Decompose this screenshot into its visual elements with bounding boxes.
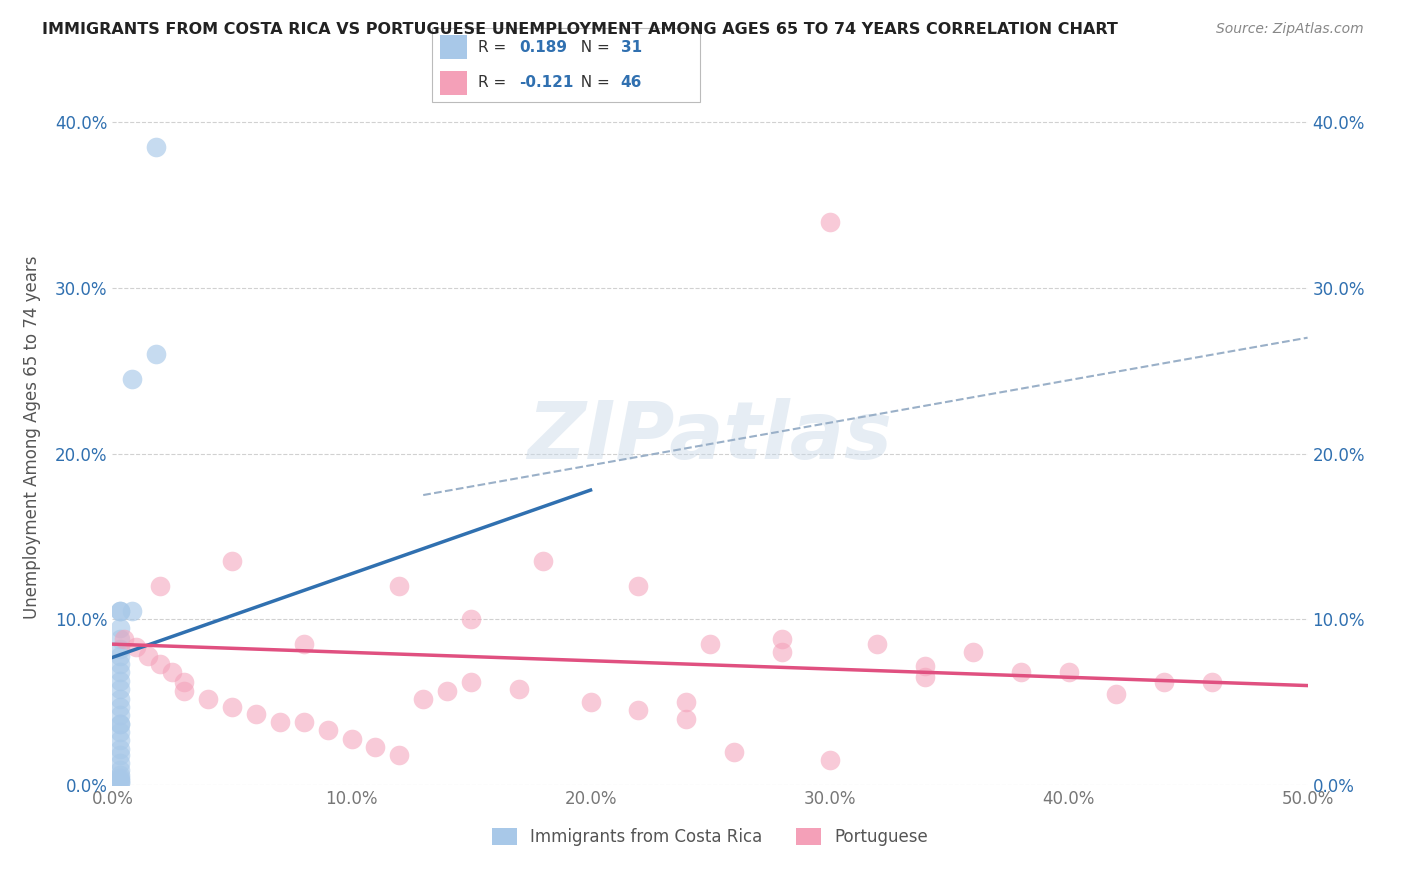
Point [627, 579, 650, 593]
Point [388, 579, 411, 593]
Point [221, 554, 243, 568]
FancyBboxPatch shape [432, 28, 700, 102]
Point [292, 714, 315, 729]
Point [962, 645, 984, 659]
Point [108, 716, 131, 731]
Point [388, 748, 411, 763]
Point [108, 774, 131, 789]
Text: R =: R = [478, 75, 512, 90]
Legend: Immigrants from Costa Rica, Portuguese: Immigrants from Costa Rica, Portuguese [485, 822, 935, 853]
Point [866, 637, 889, 651]
Point [508, 681, 530, 696]
Point [108, 768, 131, 782]
Point [108, 772, 131, 787]
Point [316, 723, 339, 738]
Text: 31: 31 [621, 40, 643, 54]
Point [108, 604, 131, 618]
Point [108, 681, 131, 696]
Text: N =: N = [571, 40, 614, 54]
Point [121, 604, 143, 618]
Point [108, 657, 131, 671]
Y-axis label: Unemployment Among Ages 65 to 74 years: Unemployment Among Ages 65 to 74 years [24, 255, 41, 619]
Point [675, 695, 697, 709]
Point [340, 731, 363, 746]
Point [162, 665, 183, 680]
Point [108, 756, 131, 771]
Text: R =: R = [478, 40, 512, 54]
Point [145, 140, 167, 154]
Point [1153, 675, 1175, 690]
Point [108, 725, 131, 739]
Point [125, 640, 148, 655]
Point [108, 776, 131, 790]
Text: N =: N = [571, 75, 614, 90]
Point [108, 716, 131, 731]
Point [108, 673, 131, 688]
Point [770, 645, 793, 659]
Point [173, 675, 195, 690]
Point [114, 632, 135, 647]
Point [108, 604, 131, 618]
Point [460, 675, 482, 690]
Point [412, 691, 434, 706]
Point [914, 658, 936, 673]
Point [914, 670, 936, 684]
Point [627, 703, 650, 717]
Point [145, 347, 167, 361]
Point [108, 621, 131, 635]
Point [1057, 665, 1080, 680]
Point [1105, 687, 1128, 701]
Point [292, 637, 315, 651]
Point [108, 772, 131, 786]
Point [108, 642, 131, 657]
Point [108, 741, 131, 756]
Text: 0.189: 0.189 [519, 40, 567, 54]
Point [531, 554, 554, 568]
Point [108, 748, 131, 763]
FancyBboxPatch shape [440, 35, 467, 60]
Point [245, 706, 267, 721]
Point [197, 691, 219, 706]
FancyBboxPatch shape [440, 70, 467, 95]
Point [818, 753, 841, 767]
Text: -0.121: -0.121 [519, 75, 574, 90]
Point [173, 683, 195, 698]
Text: Source: ZipAtlas.com: Source: ZipAtlas.com [1216, 22, 1364, 37]
Point [149, 579, 172, 593]
Point [121, 372, 143, 386]
Point [221, 700, 243, 714]
Point [108, 648, 131, 663]
Point [1201, 675, 1223, 690]
Point [723, 745, 745, 759]
Point [364, 739, 387, 754]
Text: IMMIGRANTS FROM COSTA RICA VS PORTUGUESE UNEMPLOYMENT AMONG AGES 65 TO 74 YEARS : IMMIGRANTS FROM COSTA RICA VS PORTUGUESE… [42, 22, 1118, 37]
Point [269, 714, 291, 729]
Point [101, 772, 124, 787]
Point [108, 691, 131, 706]
Point [138, 648, 160, 663]
Point [108, 763, 131, 777]
Text: 46: 46 [621, 75, 643, 90]
Point [108, 700, 131, 714]
Point [108, 632, 131, 647]
Point [436, 683, 458, 698]
Text: ZIPatlas: ZIPatlas [527, 398, 893, 476]
Point [675, 712, 697, 726]
Point [818, 215, 841, 229]
Point [108, 733, 131, 747]
Point [699, 637, 721, 651]
Point [149, 657, 172, 671]
Point [1010, 665, 1032, 680]
Point [108, 708, 131, 723]
Point [460, 612, 482, 626]
Point [108, 665, 131, 680]
Point [579, 695, 602, 709]
Point [770, 632, 793, 647]
